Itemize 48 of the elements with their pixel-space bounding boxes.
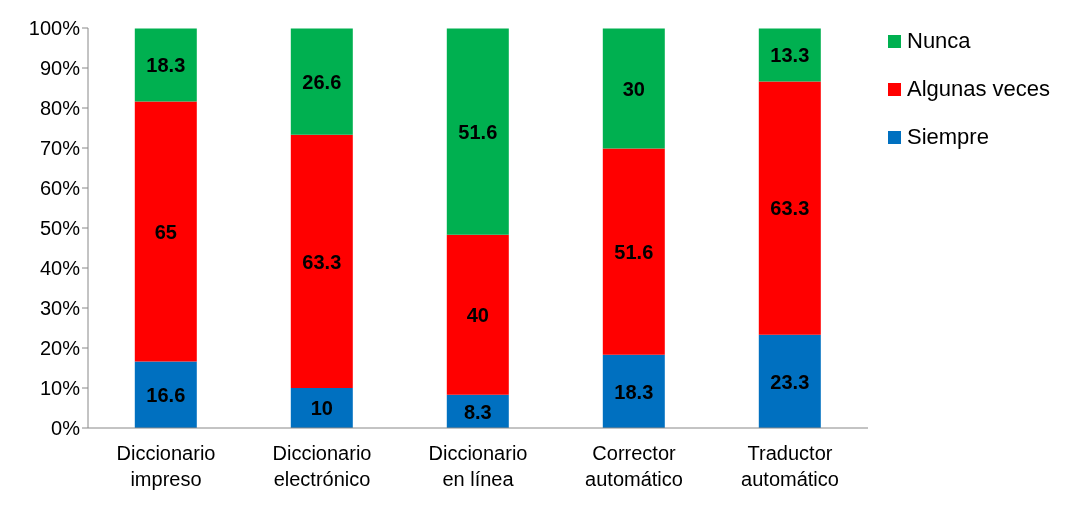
y-tick-label: 60%: [39, 177, 81, 200]
bar: [758, 81, 821, 335]
legend-label: Algunas veces: [907, 76, 1051, 102]
data-label: 63.3: [302, 250, 342, 273]
y-tick-label: 90%: [39, 57, 81, 80]
y-tick-label: 70%: [39, 137, 81, 160]
data-label: 13.3: [770, 44, 810, 67]
y-tick-label: 80%: [39, 97, 81, 120]
bar: [290, 388, 353, 428]
data-label: 65: [154, 220, 177, 243]
data-label: 8.3: [463, 400, 492, 423]
bar: [602, 148, 665, 355]
bar: [602, 354, 665, 428]
x-tick-label: Corrector automático: [585, 442, 683, 490]
bar: [446, 28, 509, 235]
bar: [758, 28, 821, 82]
data-label: 18.3: [614, 380, 654, 403]
legend-label: Nunca: [907, 28, 971, 54]
y-tick-label: 0%: [51, 417, 81, 440]
data-label: 30: [622, 77, 645, 100]
x-tick-label: Traductor automático: [741, 442, 839, 490]
data-label: 10: [310, 397, 333, 420]
data-label: 18.3: [146, 54, 186, 77]
data-label: 63.3: [770, 197, 810, 220]
bar: [290, 134, 353, 388]
data-label: 51.6: [614, 240, 654, 263]
y-tick-label: 20%: [39, 337, 81, 360]
data-label: 51.6: [458, 120, 498, 143]
y-tick-label: 40%: [39, 257, 81, 280]
bar: [290, 28, 353, 135]
y-tick-label: 10%: [39, 377, 81, 400]
y-tick-label: 50%: [39, 217, 81, 240]
bar: [758, 334, 821, 428]
x-tick-label: Diccionario impreso: [116, 442, 216, 490]
legend-label: Siempre: [907, 124, 989, 150]
data-label: 40: [466, 303, 489, 326]
data-label: 16.6: [146, 383, 186, 406]
bar: [602, 28, 665, 149]
data-label: 23.3: [770, 370, 810, 393]
bar: [134, 101, 197, 362]
bar: [446, 234, 509, 395]
x-tick-label: Diccionario en línea: [428, 442, 528, 490]
bar: [134, 28, 197, 102]
bar: [134, 361, 197, 428]
data-label: 26.6: [302, 70, 342, 93]
x-tick-label: Diccionario electrónico: [272, 442, 372, 490]
y-tick-label: 100%: [28, 17, 81, 40]
y-tick-label: 30%: [39, 297, 81, 320]
